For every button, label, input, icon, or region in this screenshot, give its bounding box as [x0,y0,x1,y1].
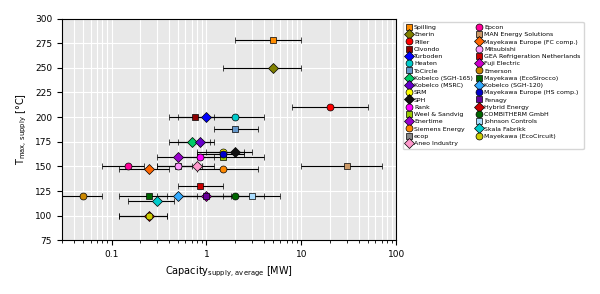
X-axis label: Capacity$_{\mathregular{supply,\,average}}$ [MW]: Capacity$_{\mathregular{supply,\,average… [165,265,293,279]
Y-axis label: T$_{\mathregular{max,\,supply}}$ [°C]: T$_{\mathregular{max,\,supply}}$ [°C] [15,93,29,166]
Legend: Spilling, Enerin, Piller, Olvondo, Turboden, Heaten, ToCircle, Kobelco (SGH-165): Spilling, Enerin, Piller, Olvondo, Turbo… [403,22,584,149]
